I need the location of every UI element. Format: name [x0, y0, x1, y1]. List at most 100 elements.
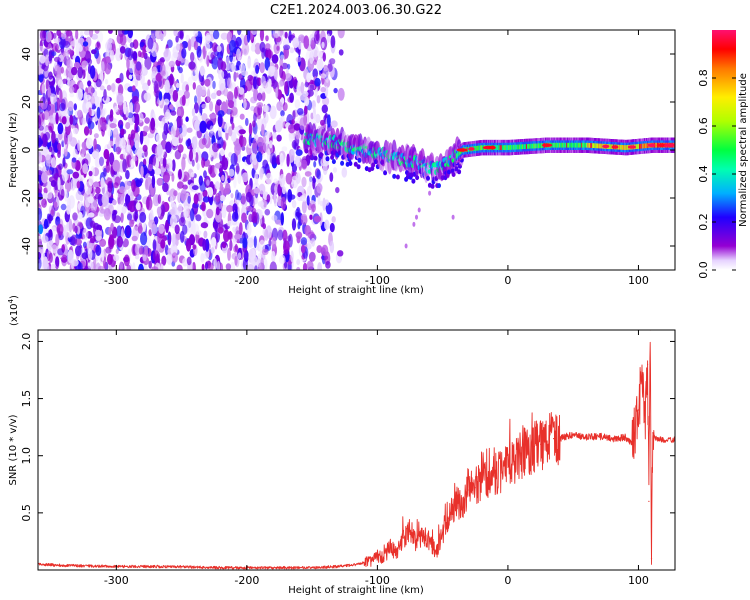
noise-blob	[243, 98, 247, 110]
noise-blob	[417, 207, 421, 213]
noise-blob	[306, 89, 314, 97]
spectrogram-x-axis-label: Height of straight line (km)	[288, 285, 424, 296]
noise-blob	[290, 149, 296, 155]
noise-blob	[287, 235, 291, 242]
noise-blob	[251, 211, 258, 224]
noise-blob	[48, 240, 54, 246]
noise-blob	[172, 233, 176, 247]
noise-blob	[93, 133, 99, 139]
noise-blob	[143, 92, 151, 101]
noise-blob	[172, 89, 179, 102]
noise-blob	[186, 256, 192, 266]
noise-blob	[231, 62, 236, 73]
noise-blob	[271, 250, 276, 263]
noise-blob	[210, 237, 217, 248]
noise-blob	[264, 57, 270, 71]
noise-blob	[234, 142, 242, 156]
noise-blob	[264, 43, 271, 50]
noise-blob	[160, 239, 166, 249]
noise-blob	[329, 222, 335, 233]
snr-point	[448, 518, 450, 520]
noise-blob	[206, 179, 210, 186]
noise-blob	[38, 134, 42, 148]
noise-blob	[282, 186, 286, 195]
noise-blob	[224, 182, 231, 195]
noise-blob	[332, 167, 338, 173]
noise-blob	[132, 51, 138, 61]
noise-blob	[255, 64, 260, 74]
noise-blob	[43, 110, 50, 121]
noise-blob	[259, 30, 265, 42]
noise-blob	[269, 261, 277, 270]
noise-blob	[103, 149, 110, 160]
noise-blob	[90, 220, 96, 228]
noise-blob	[227, 220, 233, 227]
band-core	[624, 145, 626, 150]
noise-blob	[223, 229, 230, 243]
noise-blob	[300, 81, 305, 94]
noise-blob	[68, 218, 73, 233]
noise-blob	[89, 128, 93, 136]
noise-blob	[184, 59, 189, 67]
noise-blob	[338, 49, 344, 56]
noise-blob	[125, 122, 131, 130]
noise-blob	[201, 103, 208, 109]
noise-blob	[275, 219, 282, 225]
noise-blob	[65, 51, 69, 60]
noise-blob	[269, 191, 273, 205]
noise-blob	[132, 211, 139, 221]
noise-blob	[337, 87, 345, 101]
snr-x-axis-label: Height of straight line (km)	[288, 585, 424, 596]
noise-blob	[289, 92, 294, 104]
noise-blob	[38, 115, 42, 129]
y-tick-label: 2.0	[20, 333, 33, 351]
noise-blob	[144, 179, 149, 191]
noise-blob	[96, 96, 103, 103]
noise-blob	[71, 259, 79, 267]
noise-blob	[123, 100, 127, 115]
noise-blob	[87, 84, 94, 98]
colorbar-tick-label: 0.0	[697, 261, 710, 279]
noise-blob	[321, 104, 328, 114]
noise-blob	[64, 188, 68, 202]
noise-blob	[158, 121, 165, 128]
noise-blob	[144, 149, 148, 158]
noise-blob	[179, 31, 184, 40]
noise-blob	[250, 255, 258, 266]
noise-blob	[228, 92, 234, 102]
ridge-core	[331, 159, 336, 165]
noise-blob	[311, 203, 316, 213]
noise-blob	[190, 172, 195, 178]
noise-blob	[107, 182, 113, 193]
noise-blob	[41, 171, 48, 184]
noise-blob	[221, 157, 229, 171]
noise-blob	[134, 179, 143, 187]
noise-blob	[262, 223, 267, 230]
snr-frame	[37, 329, 676, 571]
noise-blob	[66, 169, 74, 175]
noise-blob	[166, 39, 173, 48]
noise-blob	[306, 260, 314, 270]
snr-point	[644, 420, 646, 422]
noise-blob	[226, 205, 234, 213]
noise-blob	[238, 129, 246, 135]
ridge-core	[313, 155, 318, 161]
noise-blob	[271, 215, 278, 221]
noise-blob	[317, 195, 321, 205]
noise-blob	[43, 218, 49, 230]
noise-blob	[150, 117, 156, 131]
noise-blob	[126, 138, 130, 153]
ridge-core	[392, 173, 397, 179]
noise-blob	[326, 33, 331, 43]
snr-point	[474, 487, 476, 489]
noise-blob	[250, 44, 256, 52]
snr-point	[637, 409, 640, 411]
noise-blob	[252, 157, 258, 166]
noise-blob	[121, 206, 127, 214]
ridge-core	[395, 174, 400, 180]
noise-blob	[312, 68, 319, 79]
noise-blob	[322, 96, 330, 106]
noise-blob	[209, 113, 217, 119]
band-core	[498, 145, 501, 150]
